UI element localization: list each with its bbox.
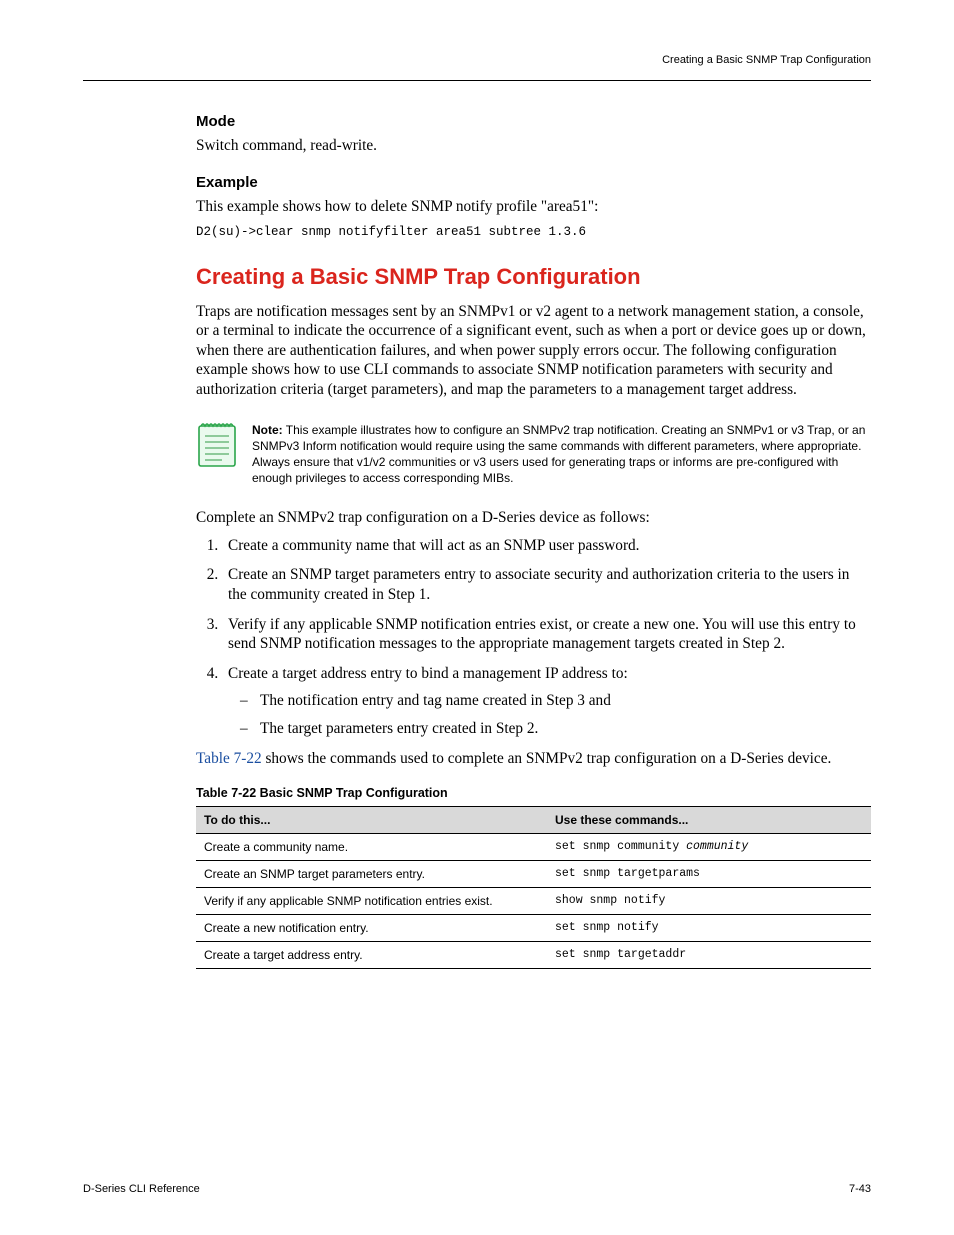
section-heading: Creating a Basic SNMP Trap Configuration — [196, 264, 871, 290]
note-bold: Note: — [252, 423, 283, 437]
cmd-arg: community — [686, 840, 748, 853]
step-1: Create a community name that will act as… — [222, 536, 871, 556]
mode-text: Switch command, read-write. — [196, 136, 871, 156]
note-icon — [196, 418, 238, 473]
trap-config-table: To do this... Use these commands... Crea… — [196, 806, 871, 969]
page: Creating a Basic SNMP Trap Configuration… — [0, 0, 954, 1235]
step-4-sub-1: The notification entry and tag name crea… — [260, 691, 871, 711]
steps-intro: Complete an SNMPv2 trap configuration on… — [196, 508, 871, 528]
table-lead-rest: shows the commands used to complete an S… — [262, 750, 832, 767]
table-cmd: set snmp targetaddr — [547, 942, 871, 969]
page-footer: D-Series CLI Reference 7-43 — [83, 1183, 871, 1195]
table-task: Create an SNMP target parameters entry. — [196, 861, 547, 888]
table-row: Create an SNMP target parameters entry. … — [196, 861, 871, 888]
table-caption: Table 7-22 Basic SNMP Trap Configuration — [196, 786, 871, 800]
table-row: Create a new notification entry. set snm… — [196, 915, 871, 942]
note-text: Note: This example illustrates how to co… — [252, 418, 871, 487]
table-cmd: show snmp notify — [547, 888, 871, 915]
table-cmd: set snmp community community — [547, 834, 871, 861]
step-2: Create an SNMP target parameters entry t… — [222, 565, 871, 604]
table-col2-header: Use these commands... — [547, 807, 871, 834]
cmd-lit: set snmp community — [555, 840, 686, 853]
table-task: Create a new notification entry. — [196, 915, 547, 942]
table-header-row: To do this... Use these commands... — [196, 807, 871, 834]
step-4: Create a target address entry to bind a … — [222, 664, 871, 739]
table-ref-link[interactable]: Table 7-22 — [196, 750, 262, 767]
table-task: Create a target address entry. — [196, 942, 547, 969]
table-task: Verify if any applicable SNMP notificati… — [196, 888, 547, 915]
table-row: Create a target address entry. set snmp … — [196, 942, 871, 969]
note-body: This example illustrates how to configur… — [252, 423, 865, 486]
content-area: Mode Switch command, read-write. Example… — [196, 81, 871, 969]
example-code: D2(su)->clear snmp notifyfilter area51 s… — [196, 224, 871, 242]
intro-paragraph: Traps are notification messages sent by … — [196, 302, 871, 400]
table-row: Verify if any applicable SNMP notificati… — [196, 888, 871, 915]
table-cmd: set snmp notify — [547, 915, 871, 942]
table-cmd: set snmp targetparams — [547, 861, 871, 888]
example-text: This example shows how to delete SNMP no… — [196, 197, 871, 217]
mode-heading: Mode — [196, 113, 871, 130]
step-4-sublist: The notification entry and tag name crea… — [228, 691, 871, 738]
note-block: Note: This example illustrates how to co… — [196, 418, 871, 487]
step-4-sub-2: The target parameters entry created in S… — [260, 719, 871, 739]
table-lead-paragraph: Table 7-22 shows the commands used to co… — [196, 749, 871, 769]
step-3: Verify if any applicable SNMP notificati… — [222, 615, 871, 654]
footer-left: D-Series CLI Reference — [83, 1183, 200, 1195]
table-task: Create a community name. — [196, 834, 547, 861]
table-row: Create a community name. set snmp commun… — [196, 834, 871, 861]
footer-right: 7-43 — [849, 1183, 871, 1195]
step-4-text: Create a target address entry to bind a … — [228, 665, 628, 682]
example-heading: Example — [196, 174, 871, 191]
header-running-title: Creating a Basic SNMP Trap Configuration — [83, 54, 871, 66]
table-col1-header: To do this... — [196, 807, 547, 834]
steps-list: Create a community name that will act as… — [196, 536, 871, 739]
